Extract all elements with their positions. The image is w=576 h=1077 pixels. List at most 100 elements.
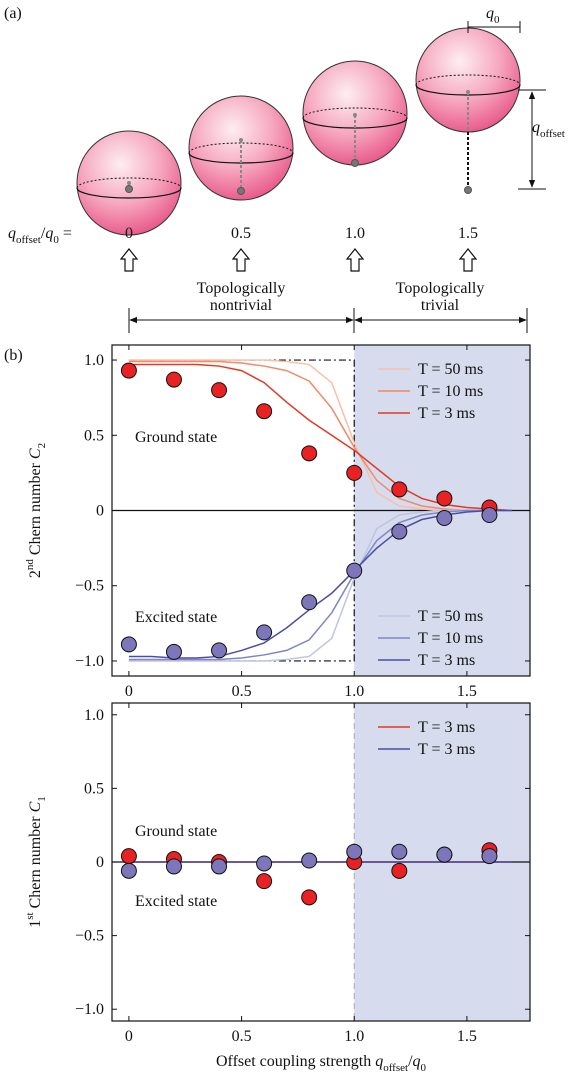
y-tick-label: −0.5	[75, 578, 104, 595]
legend-label: T = 50 ms	[418, 361, 483, 378]
data-point	[436, 490, 453, 507]
legend-label: T = 3 ms	[418, 719, 475, 736]
data-point	[436, 510, 453, 527]
x-tick-label: 0.5	[232, 1028, 252, 1045]
ratio-label-part: q	[45, 225, 53, 242]
x-axis-label-part: 0	[421, 1062, 427, 1074]
data-point	[391, 481, 408, 498]
annotation: Ground state	[135, 823, 217, 840]
monopole-dot	[237, 187, 245, 195]
center-dot	[353, 113, 357, 117]
y-axis-label-part: 1	[36, 796, 48, 802]
panel-label: (b)	[4, 347, 23, 364]
x-tick-label: 1.5	[457, 1028, 477, 1045]
y-axis-label-part: Chern number	[27, 459, 44, 559]
x-tick-label: 0	[125, 683, 133, 700]
data-point	[301, 594, 318, 611]
region-label: nontrivial	[210, 297, 273, 314]
data-point	[256, 873, 273, 890]
data-point	[346, 562, 363, 579]
ratio-value: 0	[125, 225, 133, 242]
y-tick-label: 1.0	[84, 707, 104, 724]
y-tick-label: −1.0	[75, 1001, 104, 1018]
x-axis-label-part: /	[408, 1053, 413, 1070]
monopole-dot	[351, 159, 359, 167]
y-tick-label: 0	[96, 503, 104, 520]
x-tick-label: 1.0	[344, 1028, 364, 1045]
hollow-arrow	[458, 248, 478, 272]
data-point	[256, 624, 273, 641]
data-point	[391, 523, 408, 540]
y-axis-label: 1st Chern number C1	[24, 796, 48, 928]
region-label: Topologically	[197, 280, 286, 297]
annotation: Ground state	[135, 429, 217, 446]
x-axis-label: Offset coupling strength qoffset/q0	[216, 1053, 427, 1074]
region-label: trivial	[421, 297, 460, 314]
data-point	[301, 852, 318, 869]
ratio-label: qoffset/q0 =	[8, 225, 72, 246]
qoffset-label-part: offset	[540, 128, 565, 140]
q0-label-part: q	[486, 5, 494, 22]
series-line	[128, 360, 512, 512]
data-point	[211, 858, 228, 875]
x-tick-label: 0	[125, 1028, 133, 1045]
data-point	[301, 445, 318, 462]
qoffset-label: qoffset	[532, 119, 565, 140]
q0-label-part: 0	[494, 14, 500, 26]
data-point	[211, 382, 228, 399]
data-point	[256, 855, 273, 872]
x-axis-label-part: Offset coupling strength	[216, 1053, 375, 1070]
y-tick-label: −1.0	[75, 653, 104, 670]
x-tick-label: 1.0	[344, 683, 364, 700]
sphere	[415, 27, 521, 133]
equator-back	[188, 142, 294, 154]
annotation: Excited state	[135, 609, 217, 626]
legend-label: T = 50 ms	[418, 608, 483, 625]
ratio-value: 1.5	[458, 225, 478, 242]
hollow-arrow	[119, 248, 139, 272]
monopole-dot	[125, 185, 133, 193]
data-point	[165, 858, 182, 875]
data-point	[256, 403, 273, 420]
equator-back	[302, 107, 408, 119]
y-tick-label: 0	[96, 854, 104, 871]
legend-label: T = 3 ms	[418, 741, 475, 758]
hollow-arrow	[345, 248, 365, 272]
y-axis-label: 2nd Chern number C2	[24, 443, 48, 578]
data-point	[165, 643, 182, 660]
data-point	[481, 507, 498, 524]
center-dot	[239, 138, 243, 142]
data-point	[391, 843, 408, 860]
data-point	[120, 362, 137, 379]
y-axis-label-part: C	[27, 801, 44, 812]
y-axis-label-part: st	[24, 912, 36, 919]
region-label: Topologically	[396, 280, 485, 297]
ratio-label-part: q	[8, 225, 16, 242]
y-axis-label-part: 2	[36, 443, 48, 449]
series-line	[128, 509, 512, 662]
data-point	[120, 862, 137, 879]
ratio-value: 1.0	[345, 225, 365, 242]
x-axis-label-part: q	[413, 1053, 421, 1070]
q0-label: q0	[486, 5, 500, 26]
ideal-step	[128, 510, 355, 662]
equator-front	[76, 187, 182, 199]
legend-label: T = 3 ms	[418, 405, 475, 422]
x-axis-label-part: offset	[383, 1062, 408, 1074]
qoffset-label-part: q	[532, 119, 540, 136]
hollow-arrow	[231, 248, 251, 272]
y-tick-label: −0.5	[75, 928, 104, 945]
data-point	[391, 862, 408, 879]
legend-label: T = 10 ms	[418, 383, 483, 400]
y-tick-label: 0.5	[84, 780, 104, 797]
data-point	[481, 848, 498, 865]
y-axis-label-part: 1	[27, 920, 44, 928]
y-axis-label-part: nd	[24, 559, 36, 571]
y-axis-label-part: 2	[27, 570, 44, 578]
data-point	[436, 846, 453, 863]
ratio-label-part: =	[59, 225, 72, 242]
y-tick-label: 1.0	[84, 352, 104, 369]
y-axis-label-part: C	[27, 448, 44, 459]
data-point	[346, 843, 363, 860]
